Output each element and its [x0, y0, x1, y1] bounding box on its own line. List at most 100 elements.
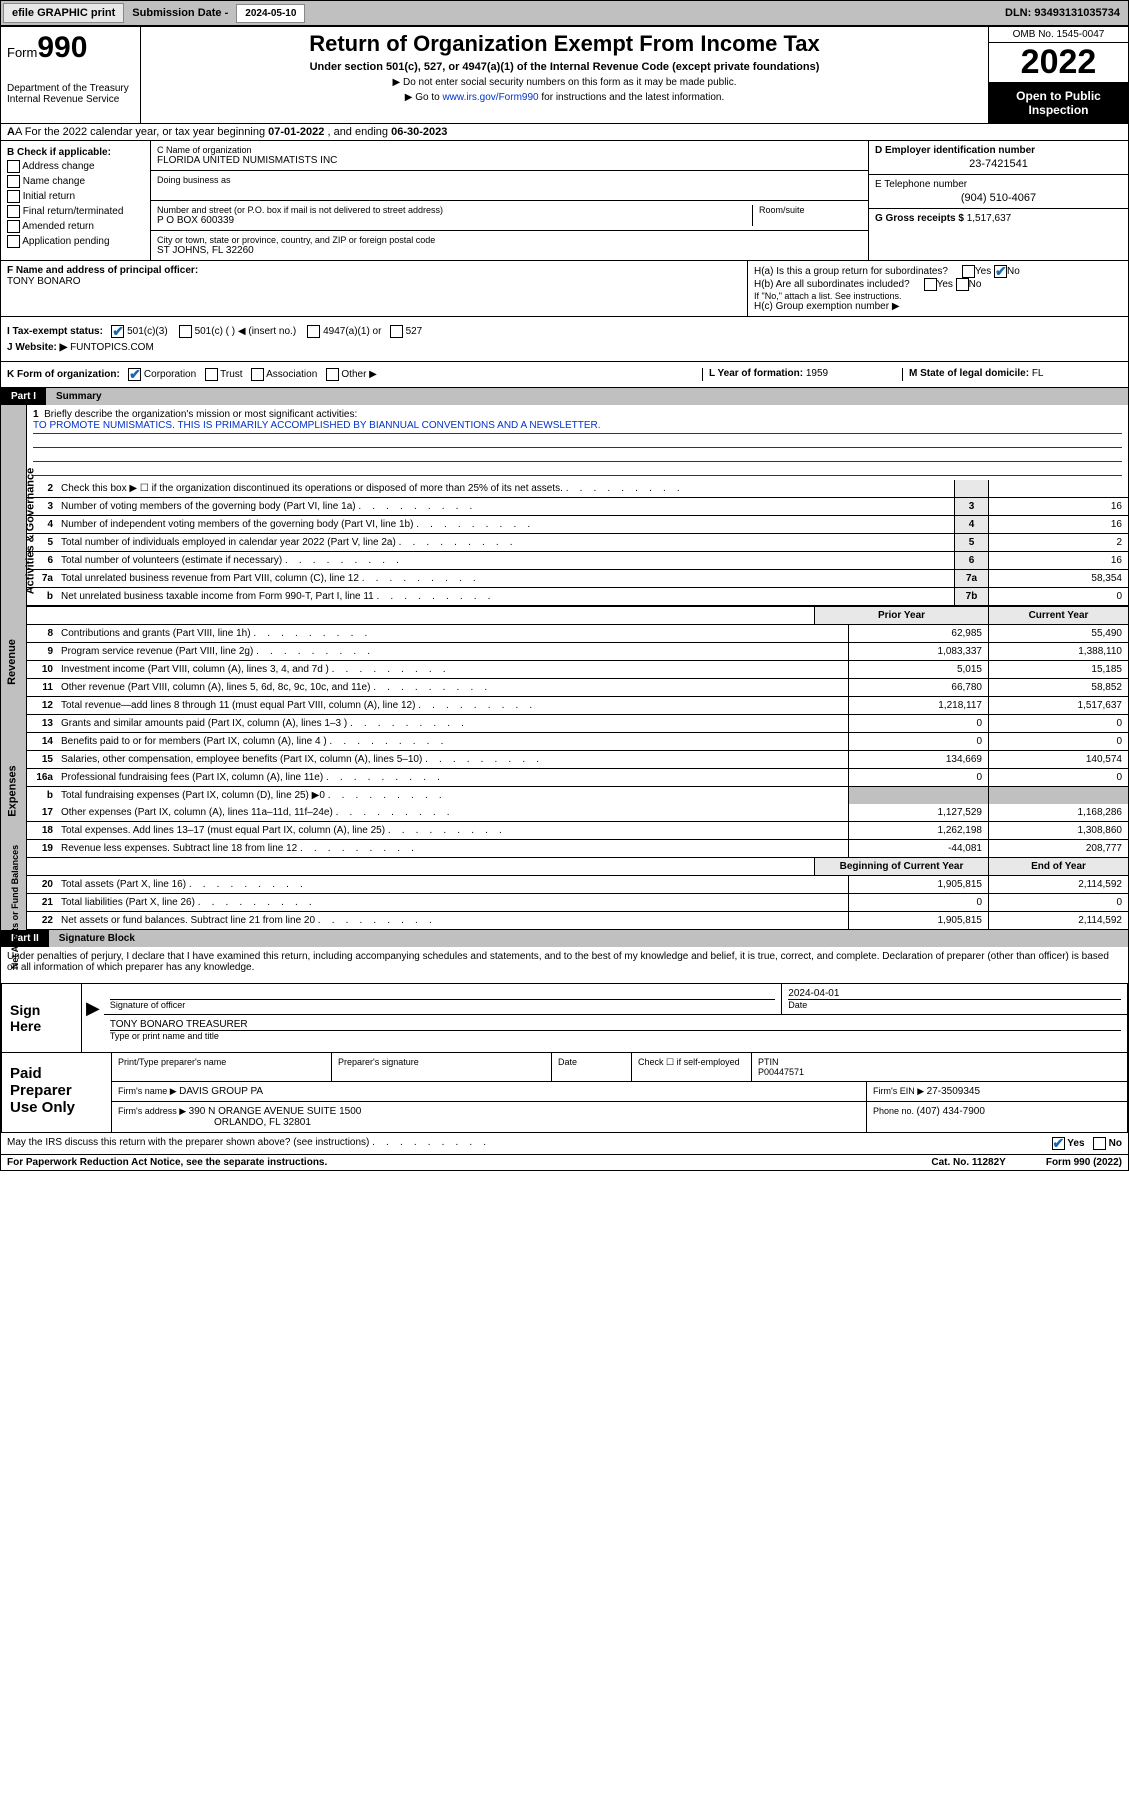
phone-value: (904) 510-4067: [875, 192, 1122, 204]
prep-name-label: Print/Type preparer's name: [112, 1053, 332, 1081]
checkbox-initial-return[interactable]: [7, 190, 20, 203]
line-text: Total number of volunteers (estimate if …: [57, 552, 954, 569]
irs-link[interactable]: www.irs.gov/Form990: [442, 92, 538, 103]
discuss-question: May the IRS discuss this return with the…: [7, 1137, 1052, 1150]
line-text: Total expenses. Add lines 13–17 (must eq…: [57, 822, 848, 839]
cat-number: Cat. No. 11282Y: [931, 1157, 1005, 1168]
line-text: Revenue less expenses. Subtract line 18 …: [57, 840, 848, 857]
street-label: Number and street (or P.O. box if mail i…: [157, 205, 752, 215]
name-label: C Name of organization: [157, 145, 862, 155]
prior-value: 1,218,117: [848, 697, 988, 714]
check-501c3[interactable]: [111, 325, 124, 338]
line-num: 20: [27, 876, 57, 893]
line-1-num: 1: [33, 409, 39, 420]
line-num: 10: [27, 661, 57, 678]
form-subtitle: Under section 501(c), 527, or 4947(a)(1)…: [147, 61, 982, 73]
checkbox-final-return[interactable]: [7, 205, 20, 218]
line-value: 16: [988, 516, 1128, 533]
omb-number: OMB No. 1545-0047: [989, 27, 1128, 43]
line-num: 18: [27, 822, 57, 839]
ha-no[interactable]: [994, 265, 1007, 278]
line-num: 21: [27, 894, 57, 911]
paid-preparer-label: Paid Preparer Use Only: [2, 1053, 112, 1132]
row-i-tax-status: I Tax-exempt status: 501(c)(3) 501(c) ( …: [7, 325, 1122, 338]
line-value: 0: [988, 588, 1128, 605]
city-value: ST JOHNS, FL 32260: [157, 245, 862, 256]
line-box: 5: [954, 534, 988, 551]
note-link: ▶ Go to www.irs.gov/Form990 for instruct…: [147, 92, 982, 103]
current-value: 2,114,592: [988, 876, 1128, 893]
firm-name-cell: Firm's name ▶ DAVIS GROUP PA: [112, 1082, 867, 1101]
firm-ein-cell: Firm's EIN ▶ 27-3509345: [867, 1082, 1127, 1101]
check-trust[interactable]: [205, 368, 218, 381]
check-corp[interactable]: [128, 368, 141, 381]
line-text: Total number of individuals employed in …: [57, 534, 954, 551]
checkbox-amended[interactable]: [7, 220, 20, 233]
declaration-text: Under penalties of perjury, I declare th…: [1, 947, 1128, 977]
line-num: 11: [27, 679, 57, 696]
hb-no[interactable]: [956, 278, 969, 291]
line-text: Other expenses (Part IX, column (A), lin…: [57, 804, 848, 821]
line-box: 6: [954, 552, 988, 569]
part-2-header: Part II Signature Block: [1, 930, 1128, 947]
line-value: 16: [988, 498, 1128, 515]
current-year-hdr: Current Year: [988, 607, 1128, 624]
line-text: Number of independent voting members of …: [57, 516, 954, 533]
line-text: Total assets (Part X, line 16): [57, 876, 848, 893]
line-text: Net unrelated business taxable income fr…: [57, 588, 954, 605]
line-num: 9: [27, 643, 57, 660]
prior-value: 1,905,815: [848, 912, 988, 929]
current-value: 0: [988, 769, 1128, 786]
begin-year-hdr: Beginning of Current Year: [814, 858, 988, 875]
check-501c[interactable]: [179, 325, 192, 338]
check-assoc[interactable]: [251, 368, 264, 381]
discuss-yes[interactable]: [1052, 1137, 1065, 1150]
col-b-checkboxes: B Check if applicable: Address change Na…: [1, 141, 151, 260]
check-other[interactable]: [326, 368, 339, 381]
line-text: Total liabilities (Part X, line 26): [57, 894, 848, 911]
side-revenue: Revenue: [1, 606, 27, 715]
mission-label: Briefly describe the organization's miss…: [44, 409, 357, 420]
prior-value: 5,015: [848, 661, 988, 678]
checkbox-address-change[interactable]: [7, 160, 20, 173]
name-title-label: Type or print name and title: [110, 1030, 1121, 1041]
officer-label: F Name and address of principal officer:: [7, 265, 198, 276]
prep-date-label: Date: [552, 1053, 632, 1081]
check-4947[interactable]: [307, 325, 320, 338]
current-value: 0: [988, 733, 1128, 750]
street-value: P O BOX 600339: [157, 215, 752, 226]
line-text: Net assets or fund balances. Subtract li…: [57, 912, 848, 929]
hb-yes[interactable]: [924, 278, 937, 291]
line-box: 3: [954, 498, 988, 515]
open-inspection: Open to Public Inspection: [989, 83, 1128, 123]
check-527[interactable]: [390, 325, 403, 338]
prior-value: 0: [848, 894, 988, 911]
room-label: Room/suite: [759, 205, 862, 215]
sig-date: 2024-04-01: [788, 988, 1121, 999]
line-text: Investment income (Part VIII, column (A)…: [57, 661, 848, 678]
prior-value: 0: [848, 733, 988, 750]
checkbox-name-change[interactable]: [7, 175, 20, 188]
line-text: Other revenue (Part VIII, column (A), li…: [57, 679, 848, 696]
line-num: 14: [27, 733, 57, 750]
mission-text: TO PROMOTE NUMISMATICS. THIS IS PRIMARIL…: [33, 420, 1122, 434]
dba-label: Doing business as: [157, 175, 862, 185]
line-box: 7a: [954, 570, 988, 587]
sig-officer-label: Signature of officer: [110, 999, 775, 1010]
efile-button[interactable]: efile GRAPHIC print: [3, 3, 124, 23]
line-value: 2: [988, 534, 1128, 551]
side-net-assets: Net Assets or Fund Balances: [1, 858, 27, 930]
current-value: 208,777: [988, 840, 1128, 857]
dept-label: Department of the Treasury Internal Reve…: [7, 83, 134, 105]
ein-value: 23-7421541: [875, 158, 1122, 170]
ha-yes[interactable]: [962, 265, 975, 278]
line-num: 19: [27, 840, 57, 857]
checkbox-app-pending[interactable]: [7, 235, 20, 248]
form-title: Return of Organization Exempt From Incom…: [147, 31, 982, 57]
prior-value: 1,905,815: [848, 876, 988, 893]
submission-label: Submission Date -: [126, 7, 234, 19]
discuss-no[interactable]: [1093, 1137, 1106, 1150]
line-text: Professional fundraising fees (Part IX, …: [57, 769, 848, 786]
current-value: 2,114,592: [988, 912, 1128, 929]
prior-year-hdr: Prior Year: [814, 607, 988, 624]
